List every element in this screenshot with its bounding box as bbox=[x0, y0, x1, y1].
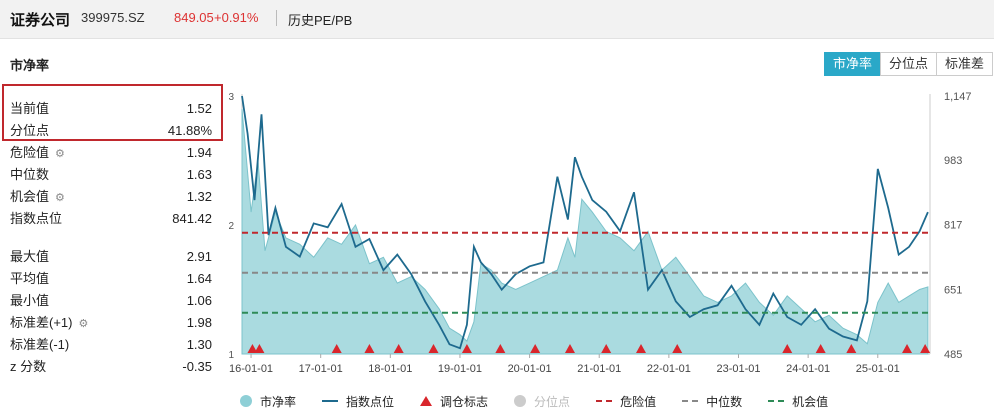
stat-mean: 平均值 1.64 bbox=[10, 271, 212, 286]
rebalance-marker bbox=[672, 344, 683, 353]
legend-percentile[interactable]: 分位点 bbox=[514, 393, 570, 410]
rebalance-marker bbox=[920, 344, 931, 353]
stat-danger: 危险值 ⚙ 1.94 bbox=[10, 142, 212, 164]
rebalance-marker bbox=[364, 344, 375, 353]
legend-median[interactable]: 中位数 bbox=[682, 393, 742, 410]
title-bar: 证券公司 399975.SZ 849.05 +0.91% 历史PE/PB bbox=[0, 0, 994, 39]
stat-stddev-plus: 标准差(+1) ⚙ 1.98 bbox=[10, 312, 212, 334]
tab-pb[interactable]: 市净率 bbox=[824, 52, 882, 76]
stat-opportunity: 机会值 ⚙ 1.32 bbox=[10, 186, 212, 208]
y-right-tick-label: 817 bbox=[944, 220, 962, 232]
y-right-tick-label: 983 bbox=[944, 155, 962, 167]
rebalance-marker bbox=[782, 344, 793, 353]
legend-opportunity[interactable]: 机会值 bbox=[768, 393, 828, 410]
triangle-icon bbox=[420, 396, 433, 406]
divider bbox=[276, 10, 277, 26]
stat-median: 中位数 1.63 bbox=[10, 167, 212, 182]
stat-current: 当前值 1.52 bbox=[10, 101, 212, 116]
x-tick-label: 18-01-01 bbox=[368, 363, 412, 375]
index-line-series bbox=[241, 95, 929, 350]
x-tick-label: 17-01-01 bbox=[299, 363, 343, 375]
stat-max: 最大值 2.91 bbox=[10, 249, 212, 264]
x-tick-label: 24-01-01 bbox=[786, 363, 830, 375]
y-left-tick-label: 3 bbox=[228, 92, 234, 103]
rebalance-marker bbox=[393, 344, 404, 353]
history-pe-pb-link[interactable]: 历史PE/PB bbox=[288, 13, 353, 28]
stat-stddev-minus: 标准差(-1) 1.30 bbox=[10, 337, 212, 352]
dash-icon bbox=[682, 400, 699, 402]
y-right-tick-label: 485 bbox=[944, 349, 962, 361]
rebalance-marker bbox=[461, 344, 472, 353]
rebalance-marker bbox=[530, 344, 541, 353]
x-tick-label: 19-01-01 bbox=[438, 363, 482, 375]
tab-stddev[interactable]: 标准差 bbox=[936, 52, 994, 76]
dot-icon bbox=[240, 395, 252, 407]
metric-tabs: 市净率 分位点 标准差 bbox=[824, 52, 994, 76]
x-tick-label: 23-01-01 bbox=[716, 363, 760, 375]
highlight-box bbox=[2, 84, 223, 141]
x-tick-label: 22-01-01 bbox=[647, 363, 691, 375]
dot-icon bbox=[514, 395, 527, 407]
chart-legend: 市净率 指数点位 调仓标志 分位点 危险值 中位数 机会值 bbox=[240, 393, 854, 409]
x-tick-label: 20-01-01 bbox=[508, 363, 552, 375]
x-tick-label: 21-01-01 bbox=[577, 363, 621, 375]
y-right-tick-label: 651 bbox=[944, 284, 962, 296]
x-tick-label: 25-01-01 bbox=[856, 363, 900, 375]
stat-zscore: z 分数 -0.35 bbox=[10, 359, 212, 374]
index-name: 证券公司 bbox=[10, 12, 71, 29]
gear-icon[interactable]: ⚙ bbox=[55, 192, 65, 204]
index-code: 399975.SZ bbox=[81, 10, 145, 25]
gear-icon[interactable]: ⚙ bbox=[55, 148, 65, 160]
stat-index-level: 指数点位 841.42 bbox=[10, 211, 212, 226]
legend-pb[interactable]: 市净率 bbox=[240, 393, 296, 410]
rebalance-marker bbox=[636, 344, 647, 353]
stat-min: 最小值 1.06 bbox=[10, 293, 212, 308]
y-right-tick-label: 1,147 bbox=[944, 91, 972, 103]
stats-panel: 当前值 1.52 分位点 41.88% 危险值 ⚙ 1.94 中位数 1.63 机会值 ⚙ 1… bbox=[10, 98, 212, 378]
rebalance-marker bbox=[428, 344, 439, 353]
legend-rebalance[interactable]: 调仓标志 bbox=[420, 393, 488, 410]
tab-percentile[interactable]: 分位点 bbox=[880, 52, 938, 76]
rebalance-marker bbox=[331, 344, 342, 353]
rebalance-marker bbox=[495, 344, 506, 353]
dash-icon bbox=[768, 400, 785, 402]
rebalance-marker bbox=[815, 344, 826, 353]
rebalance-marker bbox=[564, 344, 575, 353]
gear-icon[interactable]: ⚙ bbox=[78, 318, 89, 330]
x-tick-label: 16-01-01 bbox=[229, 363, 273, 375]
dash-icon bbox=[596, 400, 613, 402]
line-icon bbox=[322, 400, 339, 402]
legend-danger[interactable]: 危险值 bbox=[596, 393, 656, 410]
y-left-tick-label: 2 bbox=[228, 221, 234, 232]
pb-area-series bbox=[241, 108, 929, 355]
rebalance-marker bbox=[902, 344, 913, 353]
section-title: 市净率 bbox=[10, 58, 50, 73]
rebalance-marker bbox=[254, 344, 265, 353]
rebalance-marker bbox=[601, 344, 612, 353]
y-left-tick-label: 1 bbox=[228, 350, 234, 361]
rebalance-marker bbox=[846, 344, 857, 353]
rebalance-marker bbox=[247, 344, 258, 353]
legend-index[interactable]: 指数点位 bbox=[322, 393, 394, 410]
stat-percentile: 分位点 41.88% bbox=[10, 123, 212, 138]
index-price: 849.05 bbox=[174, 10, 214, 25]
index-change: +0.91% bbox=[214, 10, 259, 25]
